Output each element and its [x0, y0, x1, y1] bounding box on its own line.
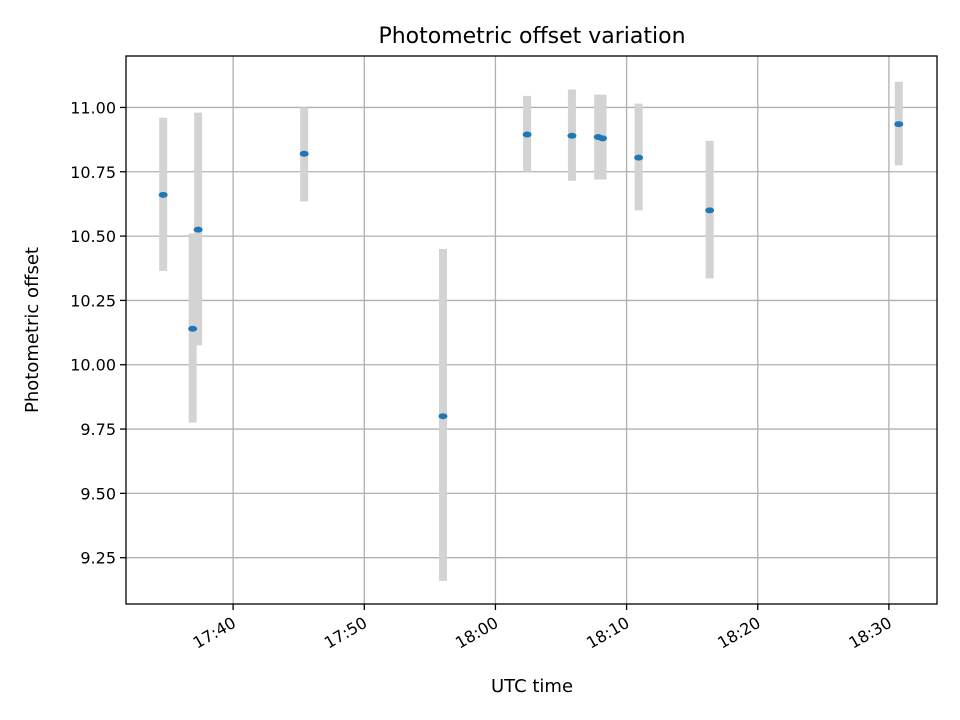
data-point [522, 131, 532, 138]
data-point [188, 325, 198, 332]
data-point [705, 207, 715, 214]
y-tick-label: 10.75 [70, 163, 116, 182]
y-tick-label: 9.50 [80, 484, 116, 503]
data-point [299, 150, 309, 157]
plot-area-frame [125, 55, 938, 605]
y-tick-label: 10.50 [70, 227, 116, 246]
chart-title: Photometric offset variation [378, 24, 685, 49]
y-tick-label: 10.25 [70, 291, 116, 310]
y-tick-label: 11.00 [70, 98, 116, 117]
x-axis-label: UTC time [491, 676, 573, 697]
data-point [894, 121, 904, 128]
y-tick-label: 10.00 [70, 356, 116, 375]
data-point [193, 226, 203, 233]
y-tick-label: 9.75 [80, 420, 116, 439]
y-axis-label: Photometric offset [22, 247, 43, 413]
data-point [158, 191, 168, 198]
grid [126, 56, 937, 604]
data-point [598, 135, 608, 142]
data-point [438, 413, 448, 420]
data-point [567, 132, 577, 139]
y-tick-label: 9.25 [80, 549, 116, 568]
data-points [158, 121, 904, 420]
data-point [634, 154, 644, 161]
